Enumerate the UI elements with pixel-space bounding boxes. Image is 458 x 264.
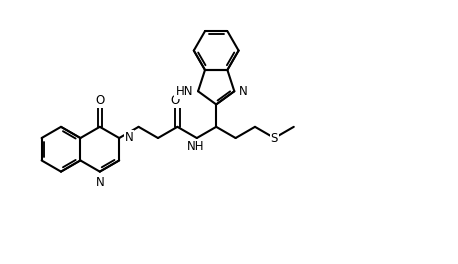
Text: N: N [239,85,247,98]
Text: N: N [95,176,104,189]
Text: O: O [95,94,104,107]
Text: HN: HN [175,85,193,98]
Text: NH: NH [187,140,205,153]
Text: O: O [171,94,180,107]
Text: N: N [125,131,134,144]
Text: S: S [271,131,278,144]
